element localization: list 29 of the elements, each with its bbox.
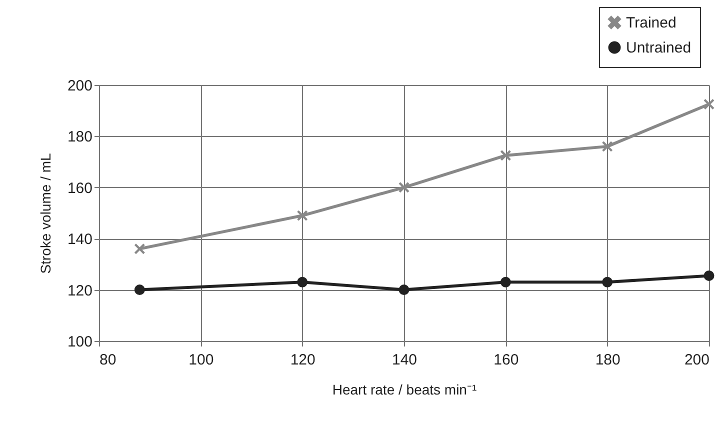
y-tick-label: 160 [67, 180, 92, 197]
x-tick-label: 200 [684, 352, 710, 368]
point [134, 244, 145, 254]
point [134, 284, 145, 296]
point [297, 210, 308, 221]
x-tick-label: 120 [290, 352, 316, 368]
x-axis-title: Heart rate / beats min⁻¹ [332, 382, 477, 398]
y-tick-label: 200 [67, 78, 92, 94]
x-tick-label: 140 [392, 352, 418, 368]
x-tick-label: 160 [494, 352, 519, 368]
point [398, 284, 410, 296]
y-tick-label: 100 [67, 334, 92, 350]
y-axis-title: Stroke volume / mL [37, 152, 54, 274]
point [704, 270, 714, 281]
x-tick-label: 180 [595, 352, 620, 368]
y-tick-label: 140 [67, 231, 92, 248]
point [704, 98, 714, 110]
point [602, 276, 613, 288]
legend-label: Trained [626, 14, 676, 32]
y-tick-label: 180 [67, 128, 92, 146]
legend-label: Untrained [626, 40, 692, 56]
point [500, 150, 511, 161]
y-tick-label: 120 [67, 282, 92, 300]
x-tick-label: 80 [100, 352, 116, 368]
point [500, 276, 511, 288]
point [297, 276, 308, 288]
point [398, 182, 410, 193]
x-tick-label: 100 [188, 352, 214, 368]
point [602, 141, 613, 152]
